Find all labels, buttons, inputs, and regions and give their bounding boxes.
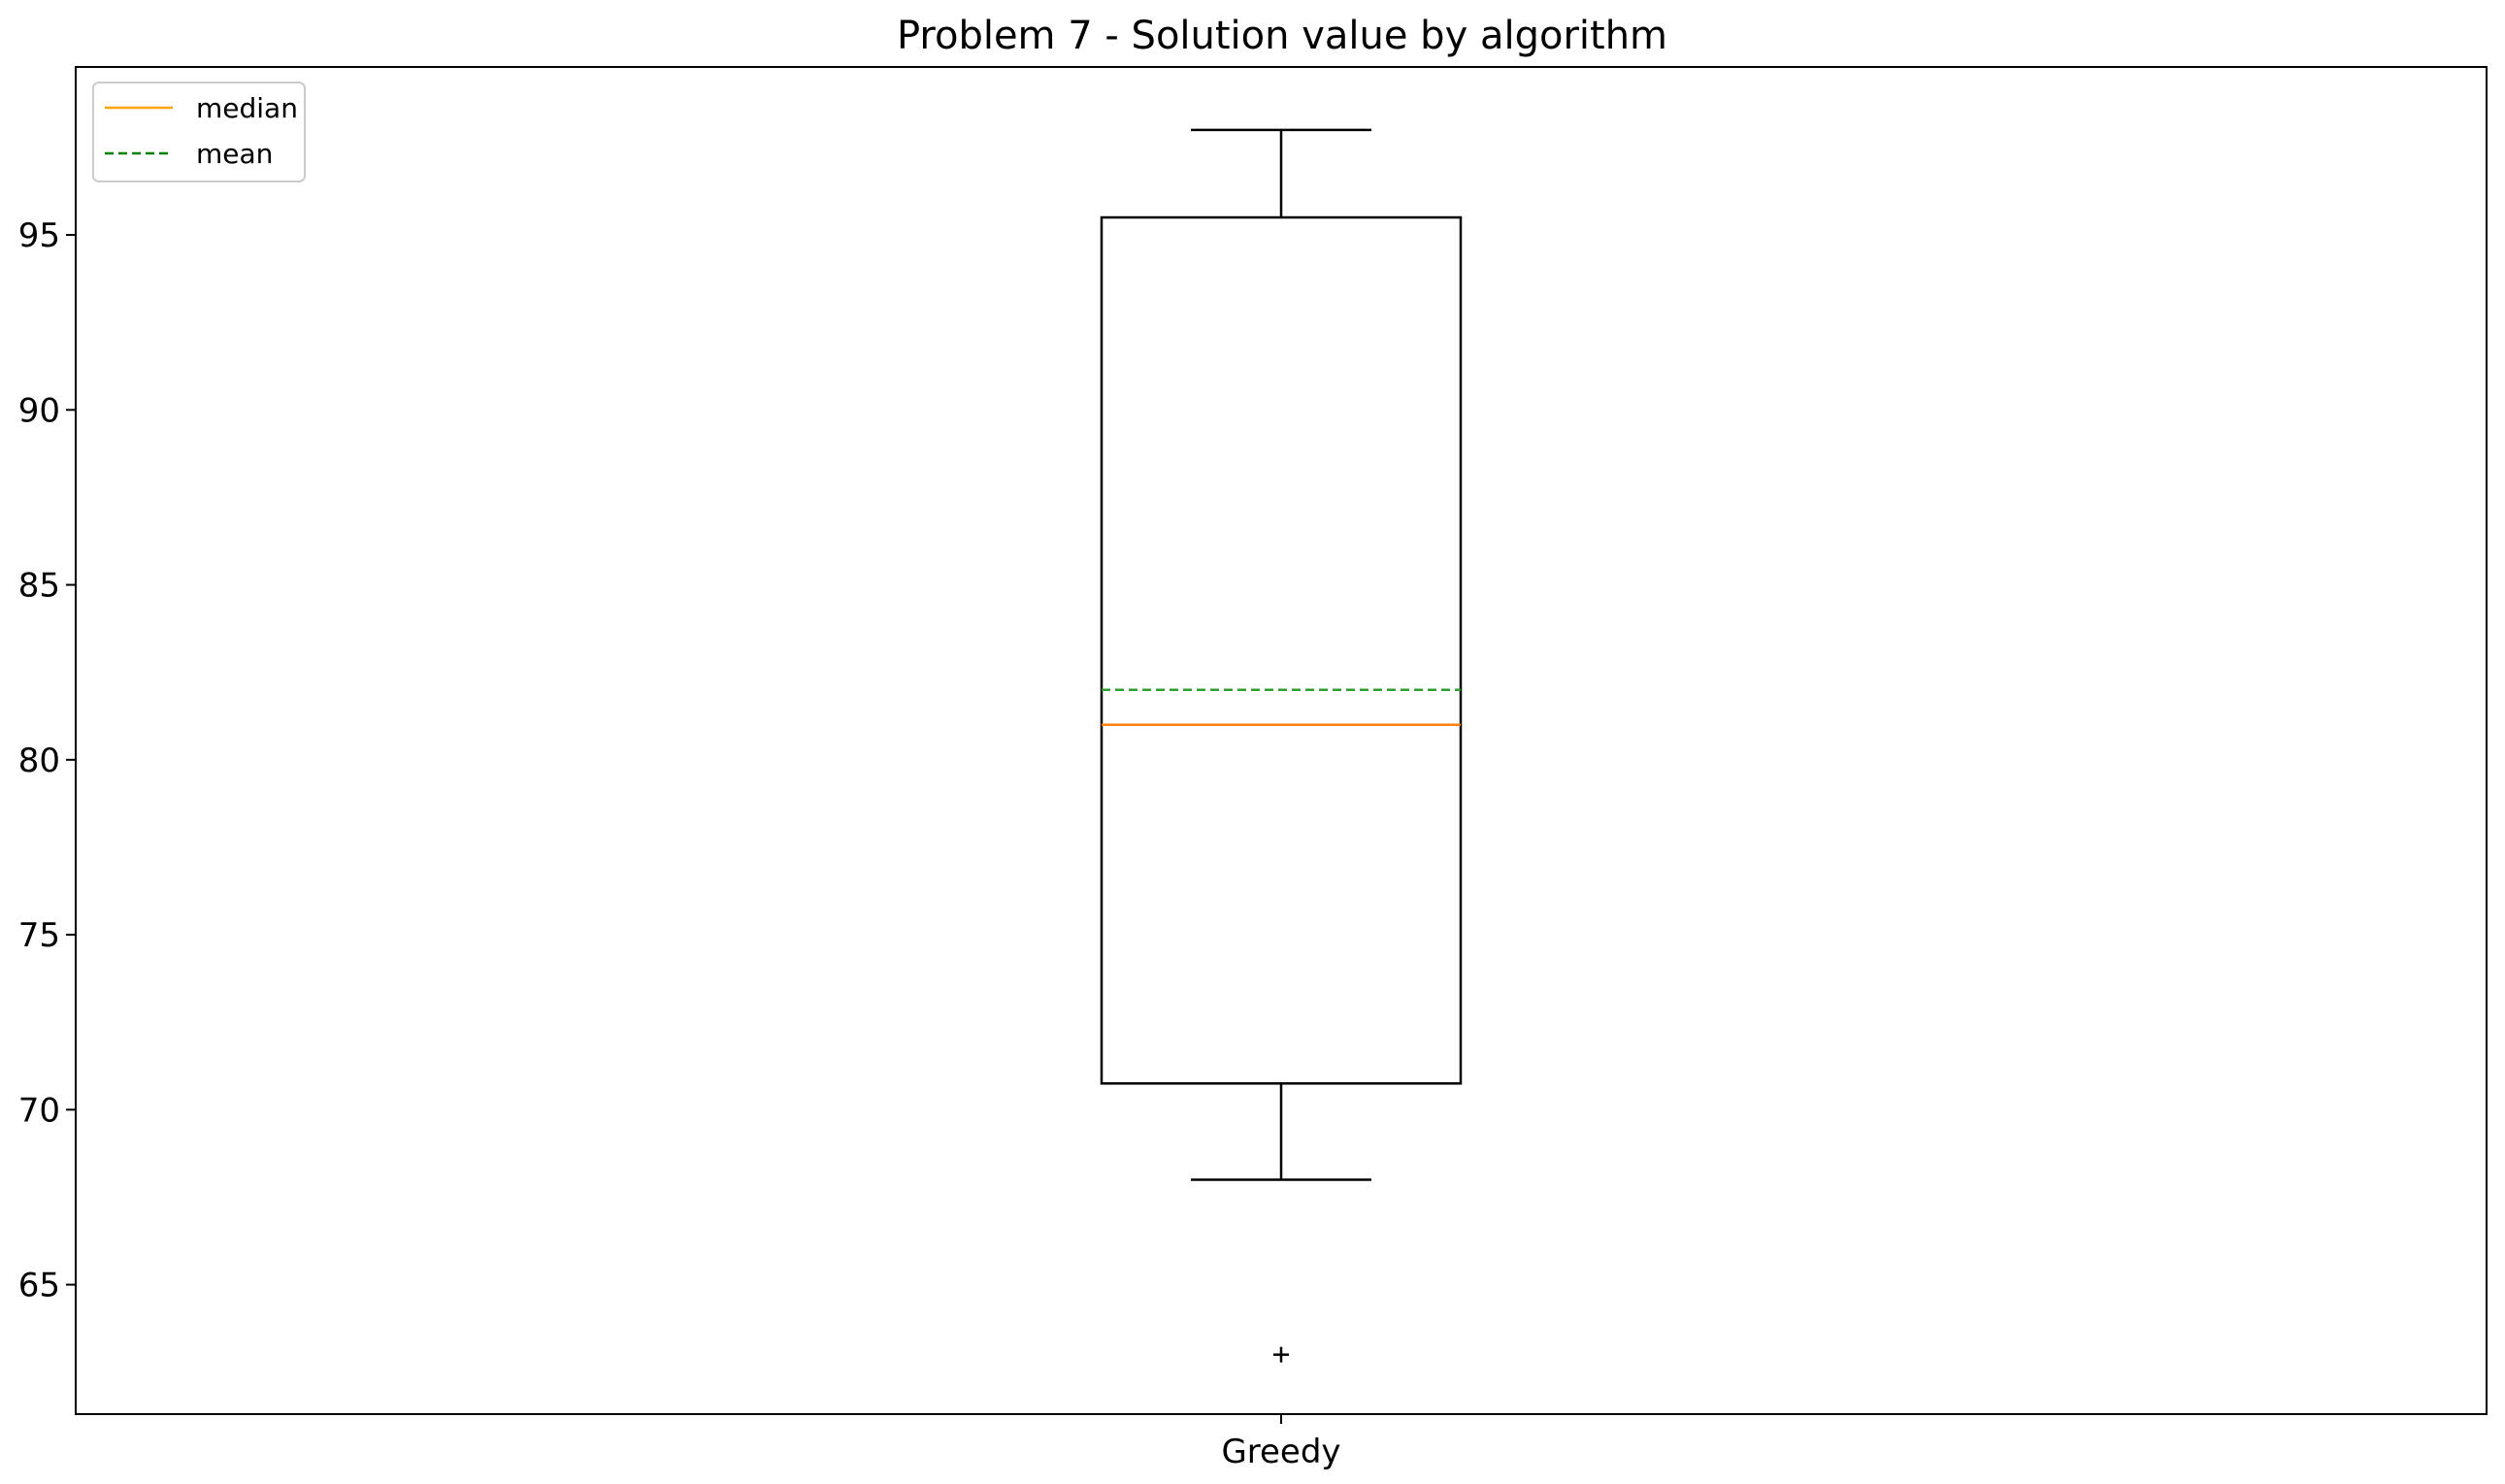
legend-median-label: median	[196, 92, 298, 124]
box-greedy	[1100, 128, 1463, 1363]
y-tick-label: 85	[18, 567, 60, 606]
outlier-point	[1273, 1346, 1289, 1363]
plot-area-frame	[75, 66, 2488, 1415]
y-tick-label: 95	[18, 216, 60, 255]
iqr-box	[1100, 215, 1463, 1085]
y-tick-label: 70	[18, 1091, 60, 1130]
x-axis: Greedy	[1221, 1414, 1341, 1471]
y-tick-label: 65	[18, 1267, 60, 1305]
y-tick-label: 80	[18, 742, 60, 780]
legend-mean-label: mean	[196, 138, 273, 170]
chart-title: Problem 7 - Solution value by algorithm	[897, 14, 1667, 58]
x-tick-label: Greedy	[1221, 1433, 1340, 1471]
y-tick-label: 75	[18, 916, 60, 955]
y-tick-label: 90	[18, 391, 60, 430]
legend: median mean	[92, 82, 306, 182]
boxes-group	[1100, 128, 1463, 1363]
y-axis: 65 70 75 80 85 90 95	[18, 216, 76, 1305]
